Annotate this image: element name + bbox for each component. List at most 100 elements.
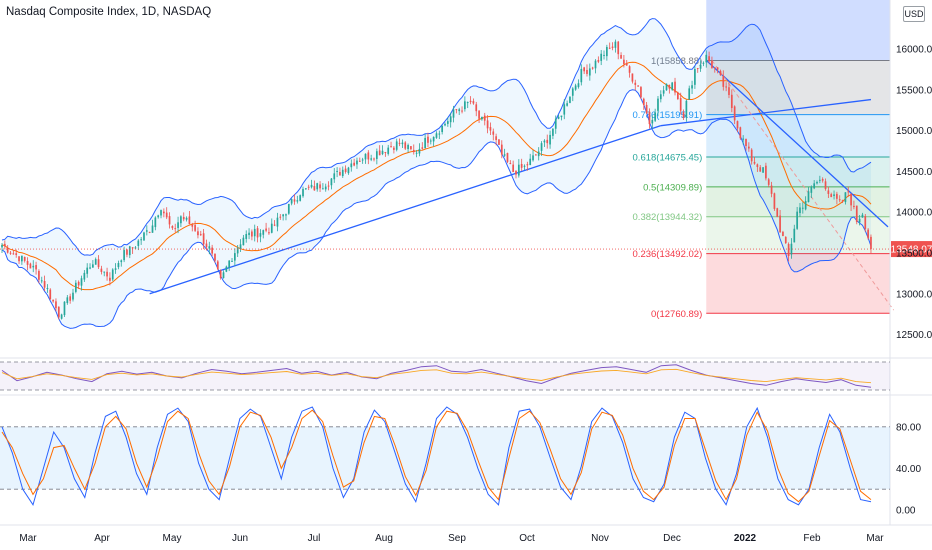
candle-body bbox=[299, 195, 302, 201]
candle-body bbox=[844, 192, 847, 203]
candle-body bbox=[327, 185, 330, 187]
candle-body bbox=[784, 236, 787, 244]
candle-body bbox=[566, 103, 568, 106]
candle-body bbox=[594, 60, 597, 69]
fib-level-label: 0.5(14309.89) bbox=[643, 182, 702, 193]
candle-body bbox=[398, 142, 401, 144]
candle-body bbox=[674, 81, 676, 93]
candle-body bbox=[810, 186, 813, 193]
candle-body bbox=[412, 149, 415, 153]
candle-body bbox=[270, 223, 273, 233]
candle-body bbox=[194, 225, 196, 231]
candle-body bbox=[182, 216, 185, 220]
candle-body bbox=[123, 250, 125, 261]
candle-body bbox=[841, 200, 844, 202]
candle-body bbox=[640, 87, 642, 98]
candle-body bbox=[659, 94, 662, 100]
stoch-d-line bbox=[1, 409, 872, 503]
candle-body bbox=[571, 88, 574, 96]
price-axis-tick-label: 14500.00 bbox=[896, 167, 932, 178]
candle-body bbox=[583, 67, 586, 72]
candle-body bbox=[858, 218, 861, 223]
candle-body bbox=[648, 111, 651, 125]
candle-body bbox=[322, 188, 324, 190]
candle-body bbox=[341, 169, 344, 177]
candle-body bbox=[677, 92, 679, 100]
price-axis-tick-label: 15000.00 bbox=[896, 126, 932, 137]
candle-body bbox=[296, 200, 299, 202]
candle-body bbox=[574, 85, 577, 90]
candle-body bbox=[117, 263, 120, 268]
candle-body bbox=[691, 85, 693, 89]
candle-body bbox=[529, 158, 532, 166]
candle-body bbox=[742, 138, 745, 140]
candle-body bbox=[222, 272, 225, 279]
candle-body bbox=[498, 139, 500, 145]
candle-body bbox=[651, 119, 654, 124]
candle-body bbox=[154, 217, 157, 228]
candle-body bbox=[114, 268, 117, 270]
candle-body bbox=[796, 211, 798, 229]
fib-level-label: 0.382(13944.32) bbox=[633, 212, 703, 223]
candle-body bbox=[12, 253, 15, 255]
candle-body bbox=[577, 83, 580, 88]
time-axis-label: Mar bbox=[19, 533, 37, 544]
candle-body bbox=[711, 60, 713, 68]
candle-body bbox=[163, 211, 165, 214]
candle-body bbox=[864, 216, 867, 229]
candle-body bbox=[242, 237, 245, 246]
candle-body bbox=[807, 191, 810, 203]
candle-body bbox=[77, 281, 80, 286]
candle-body bbox=[756, 164, 759, 168]
candle-body bbox=[776, 208, 779, 217]
candle-body bbox=[861, 214, 864, 218]
candle-body bbox=[387, 147, 390, 154]
candle-body bbox=[728, 87, 730, 95]
candle-body bbox=[546, 139, 549, 144]
bollinger-lower-line bbox=[1, 89, 872, 329]
candle-body bbox=[753, 161, 756, 164]
candle-body bbox=[307, 186, 310, 188]
time-axis-label: Sep bbox=[448, 533, 466, 544]
candle-body bbox=[767, 179, 770, 185]
candle-body bbox=[185, 217, 188, 220]
candle-body bbox=[126, 249, 128, 255]
candle-body bbox=[384, 152, 387, 154]
candle-body bbox=[69, 296, 72, 301]
candle-body bbox=[330, 178, 333, 186]
candle-body bbox=[49, 289, 52, 300]
stoch-axis-tick-label: 40.00 bbox=[896, 464, 921, 475]
candle-body bbox=[15, 253, 18, 255]
fib-zone bbox=[706, 253, 890, 314]
candle-body bbox=[313, 186, 316, 191]
candle-body bbox=[83, 272, 86, 280]
time-range-highlight bbox=[706, 0, 890, 61]
candle-body bbox=[197, 231, 199, 236]
candle-body bbox=[94, 259, 97, 265]
candle-body bbox=[168, 216, 171, 225]
currency-button[interactable]: USD bbox=[903, 6, 925, 22]
candle-body bbox=[591, 67, 594, 69]
candle-body bbox=[708, 56, 710, 62]
candle-body bbox=[393, 147, 395, 150]
candle-body bbox=[171, 225, 174, 229]
candle-body bbox=[836, 193, 838, 199]
candle-body bbox=[730, 94, 733, 108]
candle-body bbox=[188, 216, 191, 225]
candle-body bbox=[773, 193, 776, 209]
candle-body bbox=[870, 236, 872, 250]
candle-body bbox=[109, 277, 111, 281]
time-axis-label: Nov bbox=[591, 533, 609, 544]
time-axis-label: Feb bbox=[803, 533, 821, 544]
candle-body bbox=[165, 212, 168, 218]
candle-body bbox=[216, 261, 219, 270]
candle-body bbox=[89, 267, 91, 269]
fib-level-label: 1(15858.88) bbox=[651, 56, 702, 67]
candle-body bbox=[444, 123, 446, 126]
candle-body bbox=[214, 253, 216, 261]
candle-body bbox=[35, 265, 37, 270]
candle-body bbox=[824, 181, 827, 190]
candle-body bbox=[637, 85, 639, 87]
candle-body bbox=[361, 159, 364, 161]
candle-body bbox=[770, 185, 773, 194]
